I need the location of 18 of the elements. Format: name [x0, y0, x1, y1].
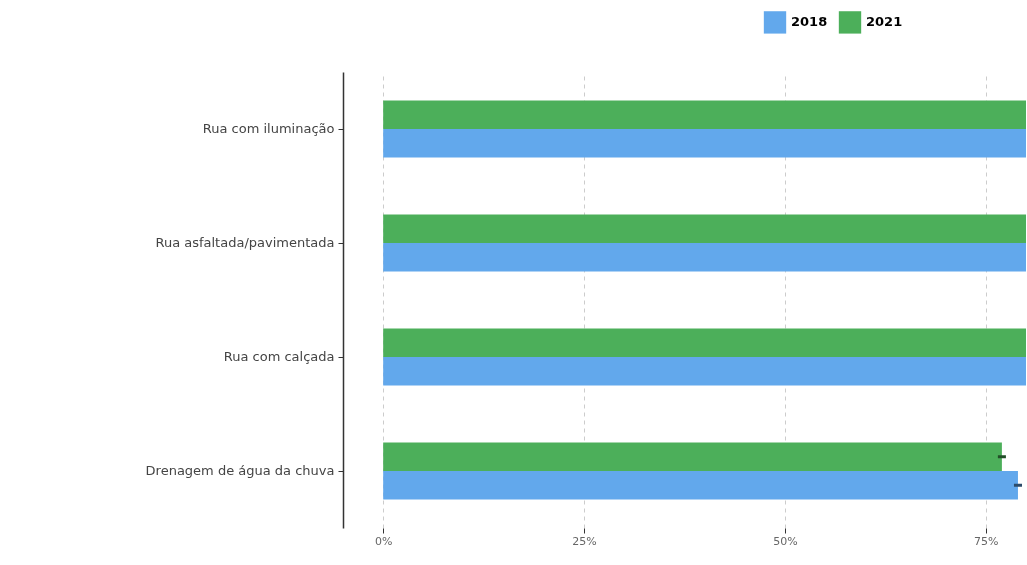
bar — [383, 129, 1026, 158]
bar — [383, 328, 1026, 357]
x-tick-label: 75% — [974, 534, 999, 548]
y-tick-label: Rua com calçada — [223, 349, 335, 364]
bar — [383, 471, 1018, 500]
legend-label: 2018 — [791, 14, 828, 30]
bar — [383, 442, 1002, 471]
legend-label: 2021 — [866, 14, 903, 30]
bar — [383, 100, 1026, 129]
bar — [383, 243, 1026, 272]
y-tick-label: Rua asfaltada/pavimentada — [155, 235, 335, 250]
x-tick-label: 0% — [374, 534, 393, 548]
x-tick-label: 25% — [572, 534, 597, 548]
y-tick-label: Drenagem de água da chuva — [145, 463, 335, 478]
y-tick-label: Rua com iluminação — [202, 121, 335, 136]
x-tick-label: 50% — [773, 534, 798, 548]
bar — [383, 357, 1026, 386]
bar — [383, 214, 1026, 243]
